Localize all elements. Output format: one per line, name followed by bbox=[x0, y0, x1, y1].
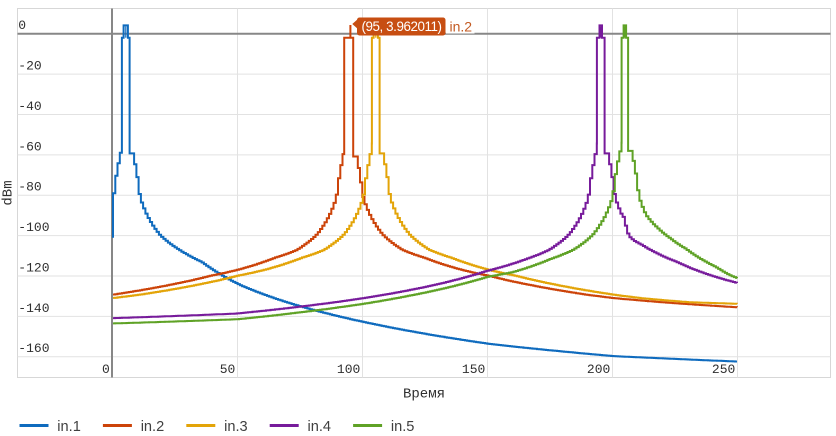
svg-text:250: 250 bbox=[712, 362, 735, 377]
svg-text:dBm: dBm bbox=[1, 180, 17, 205]
svg-text:-20: -20 bbox=[18, 59, 41, 74]
svg-text:200: 200 bbox=[587, 362, 610, 377]
svg-text:in.2: in.2 bbox=[141, 419, 165, 435]
svg-text:0: 0 bbox=[18, 18, 26, 33]
svg-text:in.1: in.1 bbox=[57, 419, 81, 435]
svg-text:-160: -160 bbox=[18, 341, 49, 356]
svg-text:in.3: in.3 bbox=[224, 419, 248, 435]
svg-text:in.4: in.4 bbox=[308, 419, 332, 435]
svg-text:50: 50 bbox=[220, 362, 236, 377]
svg-text:-80: -80 bbox=[18, 180, 41, 195]
svg-text:-140: -140 bbox=[18, 301, 49, 316]
svg-text:-60: -60 bbox=[18, 139, 41, 154]
svg-text:(95, 3.962011): (95, 3.962011) bbox=[362, 19, 443, 34]
svg-text:in.2: in.2 bbox=[450, 18, 473, 34]
svg-text:-100: -100 bbox=[18, 220, 49, 235]
svg-text:-120: -120 bbox=[18, 260, 49, 275]
svg-text:Время: Время bbox=[403, 386, 445, 402]
svg-text:0: 0 bbox=[102, 362, 110, 377]
svg-text:-40: -40 bbox=[18, 99, 41, 114]
svg-text:100: 100 bbox=[337, 362, 360, 377]
svg-text:in.5: in.5 bbox=[391, 419, 415, 435]
svg-text:150: 150 bbox=[462, 362, 485, 377]
